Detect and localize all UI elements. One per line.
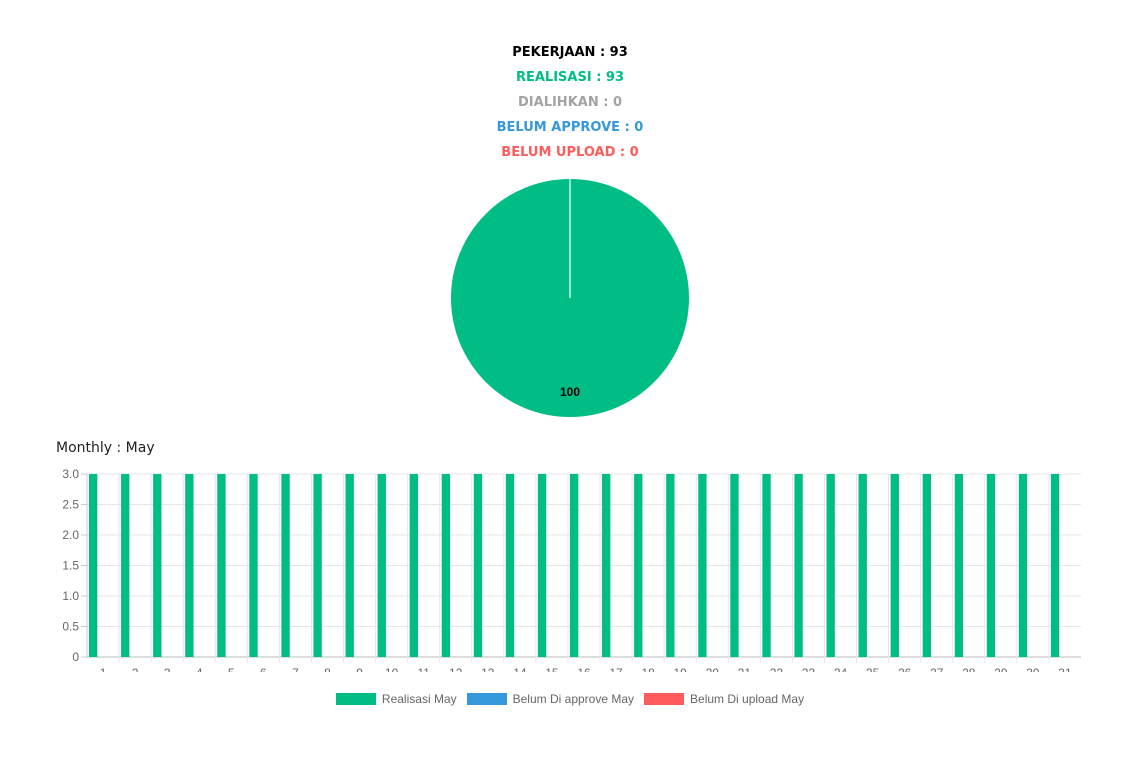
x-tick-label: 16 <box>577 666 591 672</box>
belum-approve-count: BELUM APPROVE : 0 <box>496 120 644 135</box>
bar-realisasi-may-15[interactable] <box>537 474 547 657</box>
bar-realisasi-may-29[interactable] <box>986 474 996 657</box>
belum-upload-count: BELUM UPLOAD : 0 <box>501 145 639 160</box>
x-tick-label: 13 <box>481 666 495 672</box>
realisasi-count: REALISASI : 93 <box>515 70 625 85</box>
legend-label: Belum Di approve May <box>512 692 635 706</box>
legend-item[interactable]: Belum Di approve May <box>466 692 635 706</box>
dialihkan-count: DIALIHKAN : 0 <box>518 95 622 110</box>
y-tick-label: 1.0 <box>62 589 79 603</box>
x-tick-label: 9 <box>356 666 363 672</box>
bar-realisasi-may-9[interactable] <box>345 474 354 657</box>
bar-realisasi-may-10[interactable] <box>377 474 386 657</box>
x-tick-label: 17 <box>609 666 623 672</box>
legend-swatch <box>335 693 376 705</box>
bar-realisasi-may-19[interactable] <box>666 474 675 657</box>
y-tick-label: 2.5 <box>62 498 79 512</box>
bar-chart-legend: Realisasi May Belum Di approve May Belum D… <box>0 692 1140 706</box>
legend-swatch <box>466 693 507 705</box>
bar-realisasi-may-31[interactable] <box>1050 474 1060 657</box>
bar-realisasi-may-30[interactable] <box>1018 474 1028 657</box>
bar-realisasi-may-26[interactable] <box>890 474 899 657</box>
bar-realisasi-may-6[interactable] <box>249 474 258 657</box>
x-tick-label: 29 <box>994 666 1008 672</box>
x-tick-label: 23 <box>802 666 816 672</box>
x-tick-label: 28 <box>962 666 976 672</box>
x-tick-label: 15 <box>545 666 559 672</box>
bar-realisasi-may-20[interactable] <box>698 474 707 657</box>
pekerjaan-count: PEKERJAAN : 93 <box>512 45 628 60</box>
x-tick-label: 31 <box>1058 666 1072 672</box>
x-tick-label: 1 <box>100 666 107 672</box>
x-tick-label: 19 <box>674 666 688 672</box>
bar-realisasi-may-13[interactable] <box>473 474 483 657</box>
x-tick-label: 3 <box>164 666 171 672</box>
x-tick-label: 27 <box>930 666 944 672</box>
x-tick-label: 21 <box>738 666 752 672</box>
y-tick-label: 0 <box>72 650 79 664</box>
pie-data-label: 100 <box>560 385 580 399</box>
x-tick-label: 5 <box>228 666 235 672</box>
legend-item[interactable]: Realisasi May <box>335 692 457 706</box>
bar-chart-svg: 00.51.01.52.02.53.0123456789101112131415… <box>62 467 1081 680</box>
bar-realisasi-may-1[interactable] <box>89 474 98 657</box>
bar-realisasi-may-5[interactable] <box>217 474 226 657</box>
bar-realisasi-may-11[interactable] <box>409 474 418 657</box>
bar-realisasi-may-17[interactable] <box>602 474 611 657</box>
x-tick-label: 26 <box>898 666 912 672</box>
x-tick-label: 30 <box>1026 666 1040 672</box>
x-tick-label: 12 <box>449 666 463 672</box>
x-tick-label: 25 <box>866 666 880 672</box>
y-tick-label: 0.5 <box>62 620 79 634</box>
bar-realisasi-may-8[interactable] <box>313 474 322 657</box>
x-tick-label: 14 <box>513 666 527 672</box>
x-tick-label: 2 <box>132 666 139 672</box>
pie-chart: 100 <box>450 178 690 418</box>
x-tick-label: 8 <box>324 666 331 672</box>
bar-realisasi-may-16[interactable] <box>569 474 579 657</box>
x-tick-label: 4 <box>196 666 203 672</box>
x-tick-label: 6 <box>260 666 267 672</box>
bar-realisasi-may-18[interactable] <box>634 474 643 657</box>
x-tick-label: 24 <box>834 666 848 672</box>
bar-realisasi-may-2[interactable] <box>121 474 130 657</box>
summary-stats: PEKERJAAN : 93 REALISASI : 93 DIALIHKAN … <box>0 40 1140 165</box>
y-tick-label: 2.0 <box>62 528 79 542</box>
x-tick-label: 11 <box>417 666 430 672</box>
y-tick-label: 1.5 <box>62 559 79 573</box>
legend-label: Realisasi May <box>381 692 457 706</box>
legend-label: Belum Di upload May <box>690 692 805 706</box>
bar-realisasi-may-4[interactable] <box>185 474 194 657</box>
x-tick-label: 7 <box>292 666 299 672</box>
legend-item[interactable]: Belum Di upload May <box>644 692 804 706</box>
bar-realisasi-may-27[interactable] <box>922 474 932 657</box>
x-tick-label: 18 <box>641 666 655 672</box>
monthly-title: Monthly : May <box>56 440 155 456</box>
bar-realisasi-may-12[interactable] <box>441 474 451 657</box>
bar-realisasi-may-21[interactable] <box>730 474 739 657</box>
x-tick-label: 22 <box>770 666 784 672</box>
bar-realisasi-may-7[interactable] <box>281 474 290 657</box>
bar-chart: 00.51.01.52.02.53.0123456789101112131415… <box>0 462 1140 680</box>
bar-realisasi-may-28[interactable] <box>954 474 964 657</box>
bar-realisasi-may-3[interactable] <box>153 474 162 657</box>
y-tick-label: 3.0 <box>62 467 79 481</box>
x-tick-label: 20 <box>706 666 720 672</box>
pie-chart-svg: 100 <box>451 179 689 417</box>
bar-realisasi-may-14[interactable] <box>505 474 515 657</box>
bar-realisasi-may-23[interactable] <box>794 474 803 657</box>
legend-swatch <box>644 693 685 705</box>
bar-realisasi-may-25[interactable] <box>858 474 867 657</box>
bar-realisasi-may-22[interactable] <box>762 474 771 657</box>
bar-realisasi-may-24[interactable] <box>826 474 835 657</box>
x-tick-label: 10 <box>385 666 399 672</box>
